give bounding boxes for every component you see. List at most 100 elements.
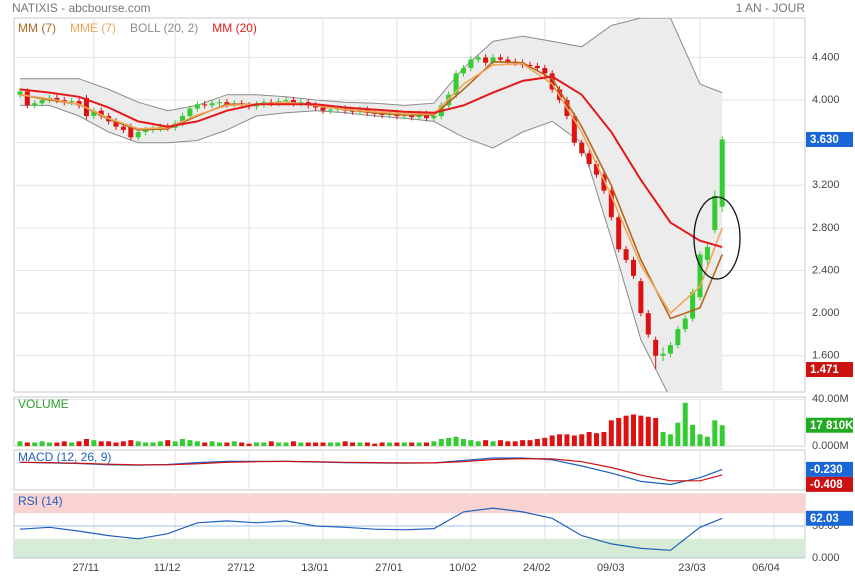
volume-bar bbox=[675, 422, 681, 446]
volume-bar bbox=[320, 442, 326, 446]
candle-body bbox=[675, 329, 681, 346]
volume-bar bbox=[135, 441, 141, 446]
volume-bar bbox=[475, 441, 481, 446]
candle-body bbox=[187, 108, 193, 117]
volume-bar bbox=[342, 441, 348, 446]
candle-body bbox=[645, 313, 651, 335]
volume-bar bbox=[305, 442, 311, 446]
candle-body bbox=[217, 102, 223, 104]
line-series bbox=[19, 60, 723, 320]
line-series bbox=[19, 507, 723, 551]
volume-bar bbox=[416, 442, 422, 446]
y-tick-label: 4.400 bbox=[812, 51, 840, 63]
volume-bar bbox=[638, 415, 644, 446]
candle-body bbox=[704, 247, 710, 260]
volume-bar bbox=[172, 441, 178, 446]
y-tick-label: 0.000 bbox=[812, 552, 840, 564]
volume-bar bbox=[497, 440, 503, 446]
x-tick-label: 13/01 bbox=[301, 562, 329, 574]
candle-body bbox=[579, 142, 585, 154]
volume-bar bbox=[276, 442, 282, 446]
panel-title: RSI (14) bbox=[18, 494, 63, 508]
candle-body bbox=[638, 281, 644, 314]
volume-bar bbox=[46, 442, 52, 446]
legend-entry: MME (7) bbox=[70, 21, 116, 35]
candle-body bbox=[209, 103, 215, 106]
value-box-label: 3.630 bbox=[810, 134, 839, 146]
upper-zone bbox=[14, 494, 805, 514]
volume-bar bbox=[667, 434, 673, 446]
value-box bbox=[806, 417, 853, 433]
volume-bar bbox=[594, 433, 600, 446]
candle-body bbox=[490, 57, 496, 63]
volume-bar bbox=[608, 420, 614, 446]
volume-bar bbox=[409, 442, 415, 446]
panel-frame bbox=[13, 396, 806, 447]
volume-bar bbox=[268, 441, 274, 446]
panel bbox=[14, 397, 805, 446]
y-tick-label: 40.00M bbox=[812, 393, 849, 405]
candle-body bbox=[224, 102, 230, 105]
volume-bar bbox=[505, 441, 511, 446]
candle-body bbox=[660, 353, 666, 356]
x-tick-label: 10/02 bbox=[449, 562, 477, 574]
volume-bar bbox=[231, 441, 237, 446]
x-tick-label: 06/04 bbox=[752, 562, 780, 574]
candle-body bbox=[460, 68, 466, 74]
volume-bar bbox=[564, 434, 570, 446]
candle-body bbox=[39, 100, 45, 104]
volume-bar bbox=[424, 442, 430, 446]
candle-body bbox=[623, 249, 629, 260]
candle-body bbox=[719, 139, 725, 207]
volume-bar bbox=[542, 437, 548, 446]
volume-bar bbox=[379, 442, 385, 446]
panel-title: VOLUME bbox=[18, 397, 69, 411]
volume-bar bbox=[557, 434, 563, 446]
volume-bar bbox=[468, 440, 474, 446]
volume-bar bbox=[704, 436, 710, 446]
volume-bar bbox=[253, 442, 259, 446]
volume-bar bbox=[61, 441, 67, 446]
volume-bar bbox=[128, 440, 134, 446]
candle-body bbox=[616, 217, 622, 250]
candle-body bbox=[76, 101, 82, 106]
volume-bar bbox=[446, 437, 452, 446]
candle-body bbox=[320, 107, 326, 111]
volume-bar bbox=[697, 434, 703, 446]
legend-entry: MM (7) bbox=[18, 21, 56, 35]
volume-bar bbox=[512, 441, 518, 446]
value-box bbox=[806, 362, 853, 378]
annotation-circle bbox=[693, 196, 741, 280]
x-tick-label: 27/11 bbox=[72, 562, 99, 574]
candle-body bbox=[586, 153, 592, 164]
volume-bar bbox=[187, 440, 193, 446]
line-series bbox=[19, 62, 723, 315]
candle-body bbox=[69, 101, 75, 103]
candle-body bbox=[608, 190, 614, 218]
volume-bar bbox=[483, 440, 489, 446]
candle-body bbox=[424, 113, 430, 119]
candle-body bbox=[697, 254, 703, 298]
volume-bar bbox=[83, 439, 89, 446]
volume-bar bbox=[549, 435, 555, 446]
volume-bar bbox=[534, 439, 540, 446]
volume-bar bbox=[460, 439, 466, 446]
volume-bar bbox=[283, 442, 289, 446]
candle-body bbox=[630, 259, 636, 276]
volume-bar bbox=[490, 441, 496, 446]
volume-bar bbox=[76, 441, 82, 446]
volume-bar bbox=[239, 442, 245, 446]
candle-body bbox=[690, 291, 696, 319]
candle-body bbox=[253, 104, 259, 107]
panel bbox=[19, 450, 775, 490]
volume-bar bbox=[571, 435, 577, 446]
volume-bar bbox=[313, 442, 319, 446]
volume-bar bbox=[394, 442, 400, 446]
line-series bbox=[19, 75, 723, 249]
volume-bar bbox=[350, 442, 356, 446]
volume-bar bbox=[32, 442, 38, 446]
candle-body bbox=[180, 116, 186, 124]
x-tick-label: 11/12 bbox=[154, 562, 181, 574]
candle-body bbox=[91, 110, 97, 117]
candle-body bbox=[143, 129, 149, 133]
